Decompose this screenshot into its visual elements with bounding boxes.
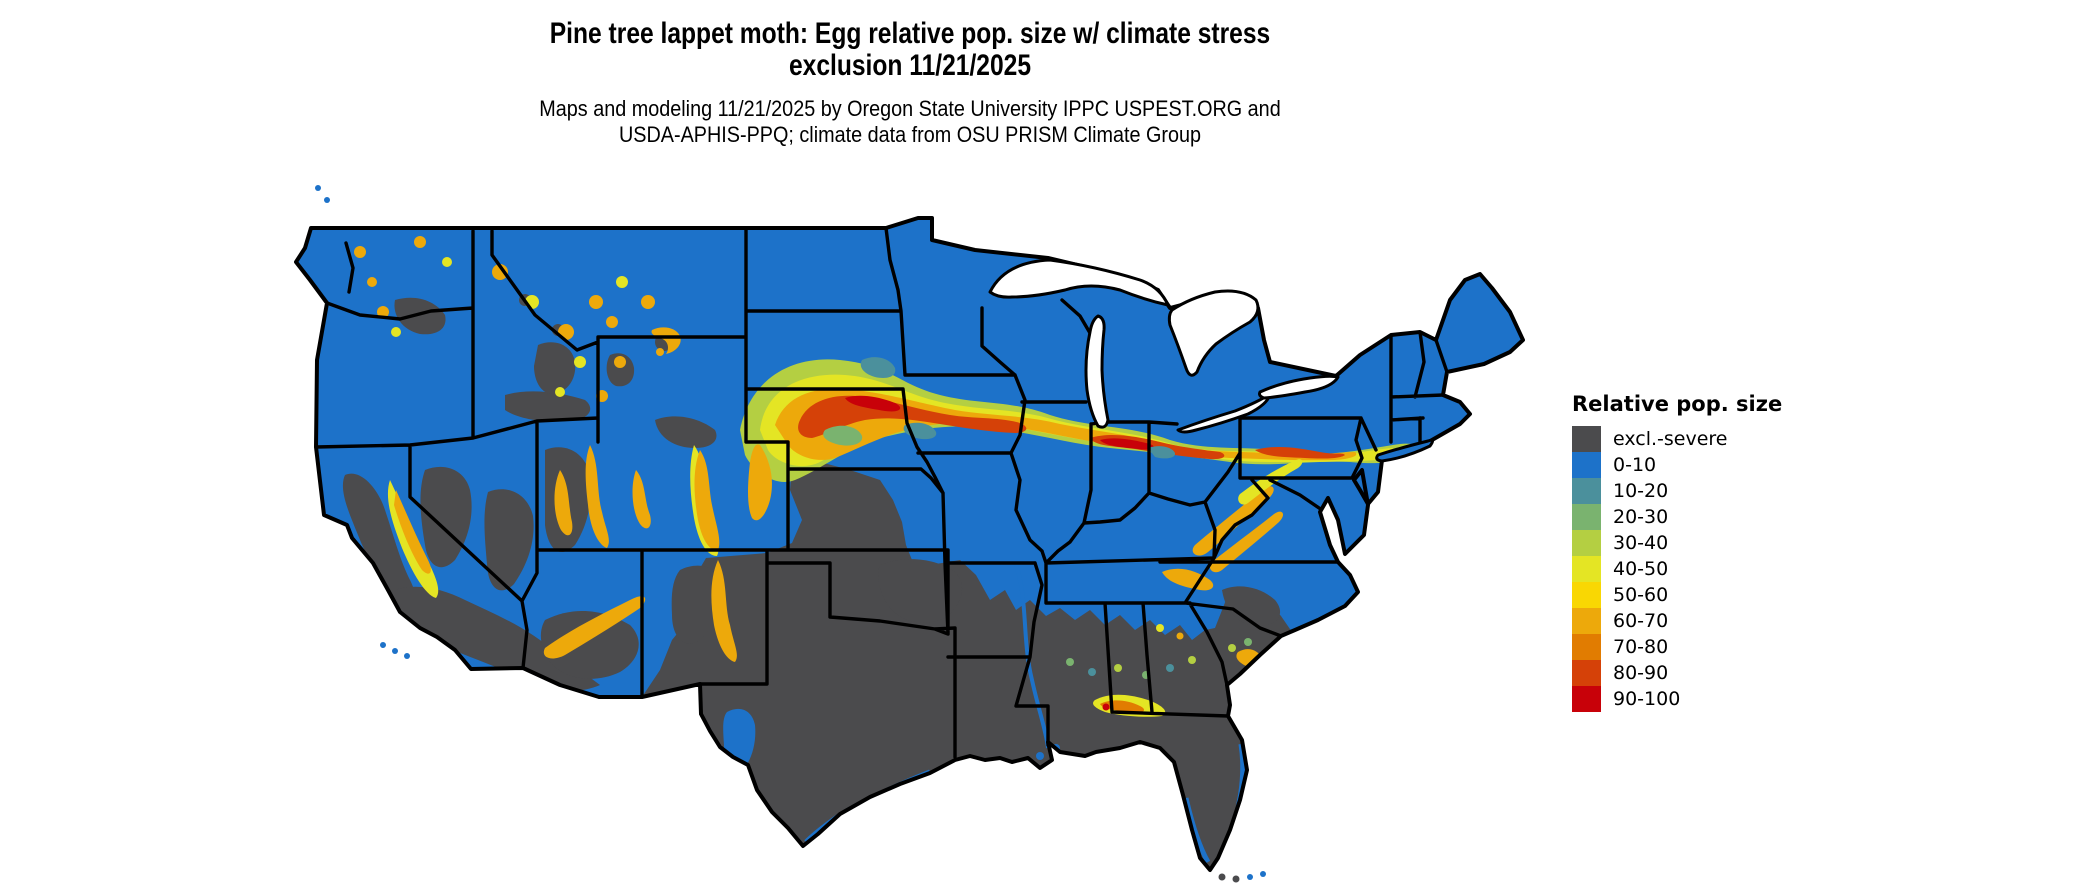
map-subtitle-line2: USDA-APHIS-PPQ; climate data from OSU PR… xyxy=(618,122,1202,147)
great-lakes xyxy=(988,258,1340,434)
offshore-features xyxy=(315,185,1435,883)
legend-item-80-90: 80-90 xyxy=(1572,660,1822,686)
legend-item-30-40: 30-40 xyxy=(1572,530,1822,556)
header: Pine tree lappet moth: Egg relative pop.… xyxy=(0,0,1820,148)
legend-label: 90-100 xyxy=(1613,688,1681,710)
legend-item-50-60: 50-60 xyxy=(1572,582,1822,608)
lake-superior xyxy=(988,258,1170,307)
map-value-band xyxy=(740,357,1428,521)
long-island xyxy=(1375,438,1435,463)
lake-erie xyxy=(1176,392,1272,434)
legend-swatch xyxy=(1572,634,1601,660)
legend-swatch xyxy=(1572,582,1601,608)
lake-huron xyxy=(1167,289,1260,377)
legend-title: Relative pop. size xyxy=(1572,392,1783,416)
legend-item-10-20: 10-20 xyxy=(1572,478,1822,504)
legend-swatch xyxy=(1572,504,1601,530)
legend-item-60-70: 60-70 xyxy=(1572,608,1822,634)
map-title-line2: exclusion 11/21/2025 xyxy=(788,49,1032,82)
legend-label: 30-40 xyxy=(1613,532,1669,554)
legend-swatch xyxy=(1572,686,1601,712)
map-subtitle: Maps and modeling 11/21/2025 by Oregon S… xyxy=(0,96,1820,148)
lake-ontario xyxy=(1258,374,1340,400)
map-subtitle-line1: Maps and modeling 11/21/2025 by Oregon S… xyxy=(539,96,1281,121)
state-borders xyxy=(314,226,1449,759)
legend-swatch xyxy=(1572,426,1601,452)
legend-rows: excl.-severe 0-10 10-20 20-30 30-40 40-50 50-6… xyxy=(1572,426,1822,712)
legend-label: 0-10 xyxy=(1613,454,1657,476)
legend-swatch xyxy=(1572,608,1601,634)
legend: Relative pop. size excl.-severe 0-10 10-20… xyxy=(1572,392,1822,712)
us-map xyxy=(294,185,1525,883)
legend-label: 20-30 xyxy=(1613,506,1669,528)
legend-item-70-80: 70-80 xyxy=(1572,634,1822,660)
legend-swatch xyxy=(1572,660,1601,686)
lake-michigan xyxy=(1084,314,1110,429)
map-mountain-streaks xyxy=(354,236,1303,662)
legend-item-90-100: 90-100 xyxy=(1572,686,1822,712)
legend-swatch xyxy=(1572,478,1601,504)
map-title-line1: Pine tree lappet moth: Egg relative pop.… xyxy=(549,17,1271,50)
legend-item-20-30: 20-30 xyxy=(1572,504,1822,530)
us-outline xyxy=(294,216,1525,872)
legend-label: 70-80 xyxy=(1613,636,1669,658)
legend-item-0-10: 0-10 xyxy=(1572,452,1822,478)
map-title: Pine tree lappet moth: Egg relative pop.… xyxy=(0,18,1820,82)
legend-swatch xyxy=(1572,452,1601,478)
legend-label: 50-60 xyxy=(1613,584,1669,606)
legend-label: 60-70 xyxy=(1613,610,1669,632)
legend-label: 40-50 xyxy=(1613,558,1669,580)
legend-label: 10-20 xyxy=(1613,480,1669,502)
legend-item-excl.-severe: excl.-severe xyxy=(1572,426,1822,452)
legend-label: 80-90 xyxy=(1613,662,1669,684)
legend-label: excl.-severe xyxy=(1613,428,1728,450)
legend-swatch xyxy=(1572,530,1601,556)
us-map-container xyxy=(228,148,1550,892)
legend-item-40-50: 40-50 xyxy=(1572,556,1822,582)
legend-swatch xyxy=(1572,556,1601,582)
